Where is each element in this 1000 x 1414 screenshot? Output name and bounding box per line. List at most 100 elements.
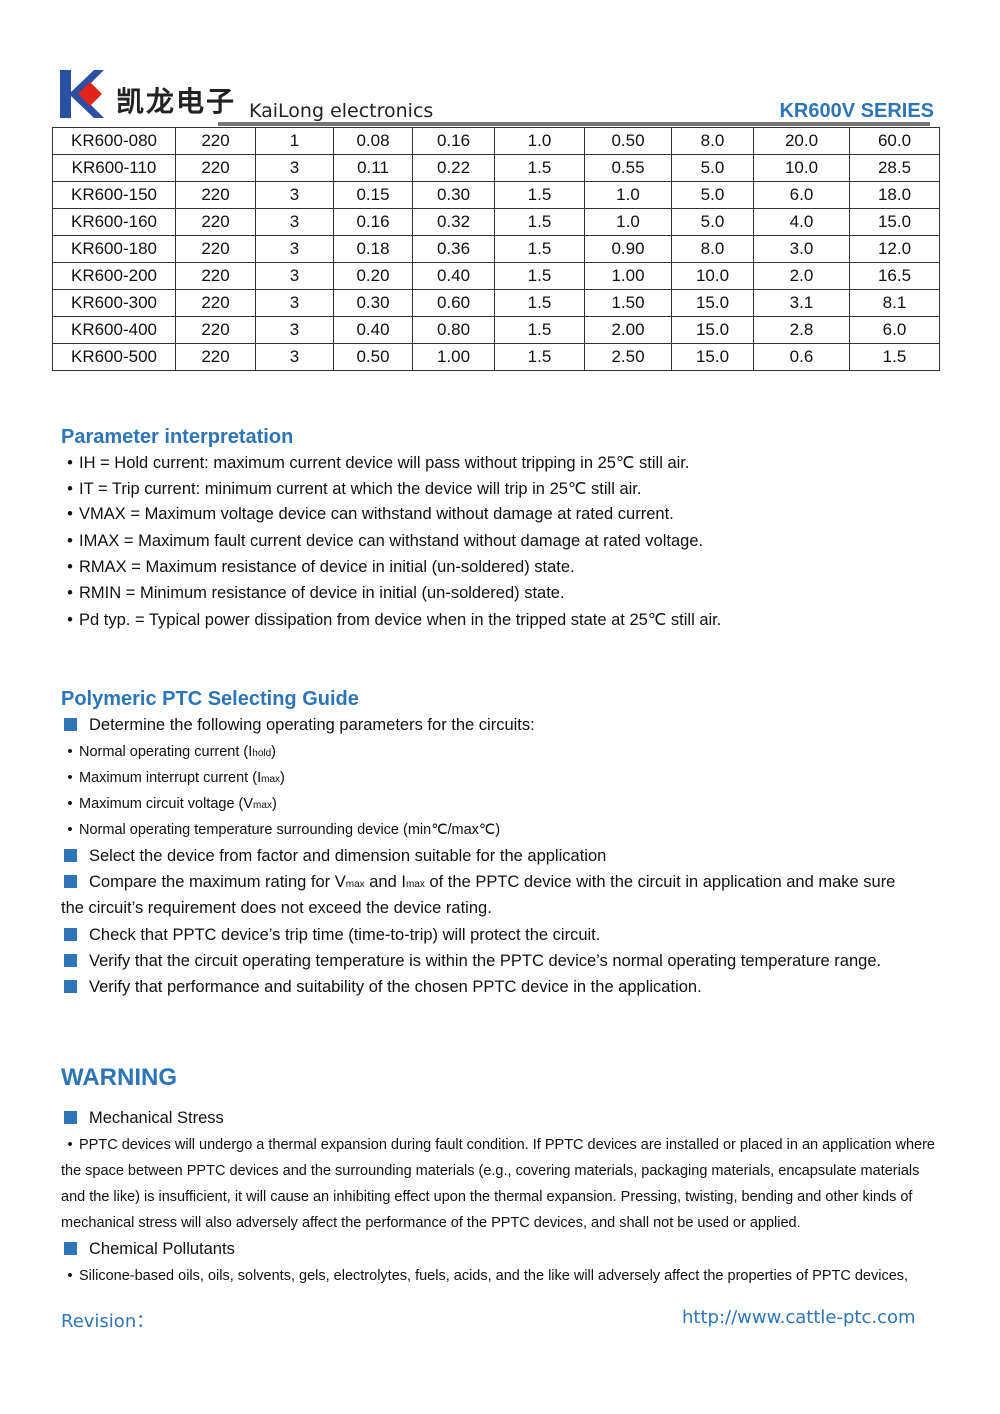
warning-paragraph: • PPTC devices will undergo a thermal exp…: [61, 1132, 941, 1236]
param-item: • IH = Hold current: maximum current devi…: [61, 453, 689, 473]
table-cell: 60.0: [849, 127, 940, 155]
guide-subitem: • Maximum interrupt current (Imax): [61, 770, 285, 786]
warning-item: Mechanical Stress: [61, 1109, 224, 1128]
bullet-icon: •: [67, 584, 73, 602]
warning-item: Chemical Pollutants: [61, 1240, 235, 1259]
step-text: Select the device from factor and dimens…: [89, 847, 607, 865]
bullet-icon: •: [67, 557, 73, 576]
table-cell: 8.0: [671, 127, 754, 155]
table-cell: 3: [255, 343, 334, 371]
paragraph-text: PPTC devices will undergo a thermal expa…: [61, 1137, 935, 1231]
table-cell: 0.11: [333, 154, 413, 182]
subitem-end: ): [280, 770, 285, 786]
table-cell: 0.30: [333, 289, 413, 317]
guide-step: Verify that performance and suitability …: [61, 978, 702, 997]
table-cell: 1.5: [494, 289, 585, 317]
param-item: • VMAX = Maximum voltage device can withs…: [61, 505, 674, 524]
bullet-icon: •: [67, 744, 73, 760]
bullet-icon: •: [67, 454, 73, 472]
table-cell: 1.0: [584, 181, 672, 209]
param-item: • IMAX = Maximum fault current device can…: [61, 532, 703, 551]
subscript: max: [405, 879, 425, 890]
table-cell: 1.5: [494, 235, 585, 263]
bullet-icon: •: [67, 480, 73, 499]
table-cell: 1.00: [412, 343, 495, 371]
table-cell: 0.20: [333, 262, 413, 290]
param-text: RMAX = Maximum resistance of device in i…: [79, 557, 575, 576]
table-cell: 0.6: [753, 343, 850, 371]
param-text: RMIN = Minimum resistance of device in i…: [79, 584, 565, 602]
table-cell: 1.5: [494, 208, 585, 236]
table-cell: 0.50: [333, 343, 413, 371]
table-cell: 0.15: [333, 181, 413, 209]
table-cell: 220: [175, 181, 256, 209]
table-cell: 220: [175, 235, 256, 263]
header-divider: [218, 122, 930, 126]
table-cell: 0.16: [412, 127, 495, 155]
table-cell: 220: [175, 154, 256, 182]
series-title: KR600V SERIES: [779, 100, 934, 122]
table-cell: 20.0: [753, 127, 850, 155]
param-text: IH = Hold current: maximum current devic…: [79, 454, 690, 472]
warning-item-title: Mechanical Stress: [89, 1109, 224, 1127]
step-text: Check that PPTC device’s trip time (time…: [89, 926, 601, 944]
kailong-logo-icon: [60, 70, 104, 118]
step-text: Verify that performance and suitability …: [89, 978, 702, 996]
table-cell: 5.0: [671, 181, 754, 209]
table-cell: 1.00: [584, 262, 672, 290]
square-bullet-icon: [64, 928, 77, 941]
table-cell: 1.5: [494, 181, 585, 209]
table-cell: 15.0: [671, 343, 754, 371]
step-text: Compare the maximum rating for V: [89, 873, 346, 891]
square-bullet-icon: [64, 718, 77, 731]
table-row: KR600-160 220 3 0.16 0.32 1.5 1.0 5.0 4.0 15.0: [52, 208, 940, 236]
website-link[interactable]: http://www.cattle-ptc.com: [682, 1307, 916, 1328]
table-cell: 0.36: [412, 235, 495, 263]
guide-subitem: • Normal operating temperature surroundin…: [61, 822, 500, 838]
guide-step: Compare the maximum rating for Vmax and …: [61, 873, 895, 892]
table-cell: 0.80: [412, 316, 495, 344]
table-cell: 220: [175, 208, 256, 236]
table-cell: 0.55: [584, 154, 672, 182]
table-cell: 1: [255, 127, 334, 155]
param-item: • IT = Trip current: minimum current at w…: [61, 479, 641, 499]
table-row: KR600-400 220 3 0.40 0.80 1.5 2.00 15.0 2.8 6.0: [52, 316, 940, 344]
table-cell: KR600-150: [52, 181, 176, 209]
table-cell: KR600-400: [52, 316, 176, 344]
table-cell: 0.32: [412, 208, 495, 236]
table-cell: 1.5: [494, 154, 585, 182]
bullet-icon: •: [67, 1268, 73, 1284]
subitem-end: ): [271, 796, 277, 812]
param-text: IMAX = Maximum fault current device can …: [79, 531, 704, 550]
table-row: KR600-180 220 3 0.18 0.36 1.5 0.90 8.0 3.0 12.0: [52, 235, 940, 263]
table-cell: 15.0: [671, 316, 754, 344]
subscript: hold: [252, 748, 272, 759]
table-cell: 12.0: [849, 235, 940, 263]
table-cell: 8.1: [849, 289, 940, 317]
square-bullet-icon: [64, 1242, 77, 1255]
warning-item-title: Chemical Pollutants: [89, 1240, 235, 1258]
table-cell: 1.0: [494, 127, 585, 155]
subitem-end: ): [271, 744, 277, 760]
table-cell: 0.40: [333, 316, 413, 344]
table-cell: 15.0: [671, 289, 754, 317]
bullet-icon: •: [67, 611, 73, 630]
table-cell: 3: [255, 181, 334, 209]
bullet-icon: •: [67, 1137, 73, 1153]
table-cell: 3: [255, 262, 334, 290]
table-cell: 2.0: [753, 262, 850, 290]
subscript: max: [261, 774, 281, 785]
table-cell: 6.0: [753, 181, 850, 209]
table-cell: 1.5: [494, 316, 585, 344]
bullet-icon: •: [67, 531, 73, 550]
table-row: KR600-300 220 3 0.30 0.60 1.5 1.50 15.0 3.1 8.1: [52, 289, 940, 317]
table-cell: KR600-080: [52, 127, 176, 155]
table-cell: 2.00: [584, 316, 672, 344]
table-cell: 3: [255, 316, 334, 344]
table-cell: 3.0: [753, 235, 850, 263]
square-bullet-icon: [64, 954, 77, 967]
table-cell: KR600-300: [52, 289, 176, 317]
bullet-icon: •: [67, 822, 73, 838]
table-cell: 6.0: [849, 316, 940, 344]
